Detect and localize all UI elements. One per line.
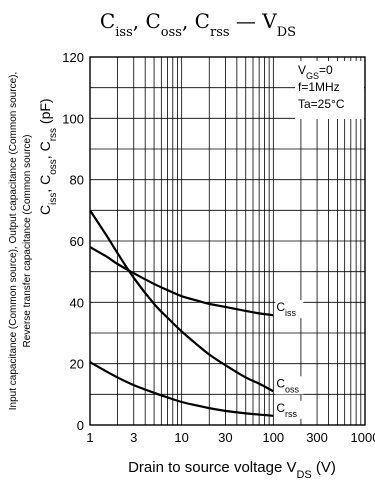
conditions-bg [295, 61, 364, 119]
y-axis-label: Input capacitance (Common source), Outpu… [8, 72, 59, 411]
series-label-bg [275, 400, 304, 419]
measurement-conditions: VGS=0f=1MHz Ta=25°C [295, 61, 364, 119]
x-tick-label: 10 [174, 430, 188, 445]
series-crss-line [89, 361, 274, 417]
series-curves [89, 209, 274, 417]
series-ciss-line [89, 246, 274, 317]
condition-line: f=1MHz [298, 80, 340, 94]
condition-line: Ta=25°C [298, 97, 345, 111]
chart-title: Ciss, Coss, Crss — VDS [100, 9, 296, 40]
y-tick-label: 0 [77, 418, 84, 433]
series-label-crss: Crss [276, 401, 297, 419]
y-axis-label-line-2: Reverse transfer capacitance (Common sou… [22, 135, 33, 348]
y-tick-label: 40 [70, 295, 84, 310]
plot-frame [89, 56, 366, 426]
y-axis-symbol: Ciss, Coss, Crss (pF) [37, 98, 59, 215]
y-tick-label: 120 [62, 50, 84, 65]
y-tick-label: 20 [70, 357, 84, 372]
series-coss-line [89, 209, 274, 393]
condition-line: VGS=0 [298, 63, 333, 81]
x-tick-label: 3 [130, 430, 137, 445]
series-label-bg [275, 376, 304, 395]
x-tick-label: 1 [86, 430, 93, 445]
series-labels: Ciss Coss Crss [275, 300, 304, 419]
y-tick-label: 80 [70, 173, 84, 188]
x-tick-label: 100 [262, 430, 284, 445]
x-tick-label: 30 [218, 430, 232, 445]
y-axis-label-line-1: Input capacitance (Common source), Outpu… [8, 72, 19, 411]
series-label-bg [275, 300, 304, 319]
x-tick-label: 300 [306, 430, 328, 445]
x-axis-label: Drain to source voltage VDS (V) [128, 459, 336, 481]
y-tick-label: 100 [62, 111, 84, 126]
series-label-coss: Coss [276, 376, 299, 394]
y-tick-label: 60 [70, 234, 84, 249]
series-label-ciss: Ciss [276, 300, 296, 318]
